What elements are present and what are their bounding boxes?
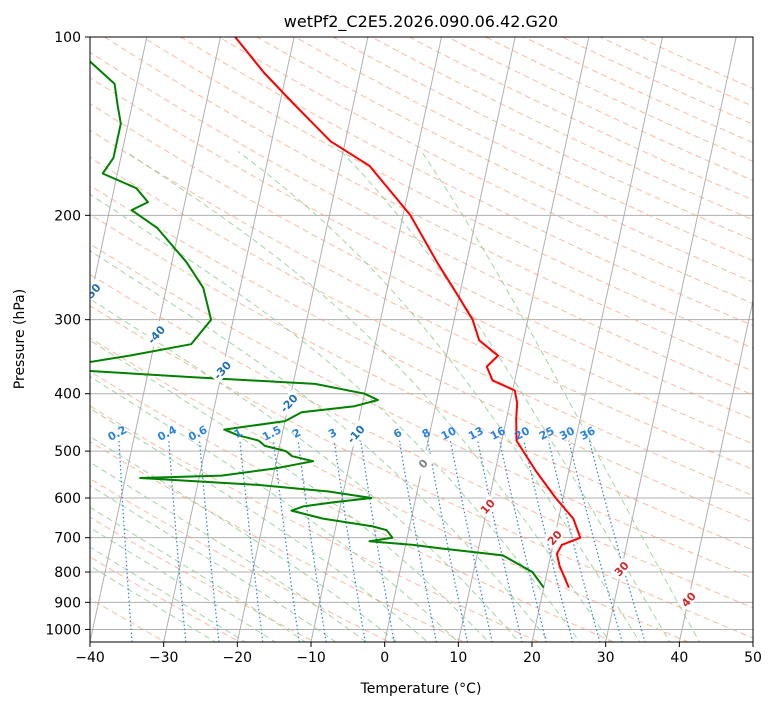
dry-adiabat: [256, 37, 753, 283]
x-tick-label: −40: [75, 650, 105, 666]
dry-adiabat: [522, 37, 753, 144]
mixing-ratio-label: 13: [466, 424, 486, 443]
y-tick-label: 800: [54, 565, 81, 581]
dry-adiabat: [90, 102, 753, 445]
chart-title: wetPf2_C2E5.2026.090.06.42.G20: [284, 12, 558, 32]
theta-e-label-bg: [476, 495, 499, 518]
dry-adiabat: [332, 37, 753, 241]
y-tick-label: 400: [54, 387, 81, 403]
dry-adiabat: [90, 370, 615, 642]
mixing-ratio-label: 30: [557, 424, 577, 443]
isotherm: [384, 37, 516, 642]
dewpoint-profile: [90, 60, 545, 589]
isotherm-label-bg: [209, 356, 235, 384]
isotherm-label-bg: [342, 420, 369, 448]
isotherm: [90, 37, 148, 303]
x-tick-label: 20: [523, 650, 541, 666]
dry-adiabat: [217, 37, 753, 305]
y-tick-label: 600: [54, 491, 81, 507]
moist-adiabat: [421, 151, 701, 642]
mixing-ratio-line: [547, 440, 601, 642]
moist-adiabat: [90, 250, 551, 642]
mixing-ratio-line: [588, 440, 646, 642]
x-tick-label: −10: [296, 650, 326, 666]
mixing-ratio-label: 10: [439, 424, 459, 443]
isotherm: [605, 37, 737, 642]
x-axis-label: Temperature (°C): [360, 681, 482, 697]
y-tick-label: 200: [54, 208, 81, 224]
dry-adiabat: [90, 213, 753, 551]
x-tick-label: 50: [744, 650, 762, 666]
mixing-ratio-line: [568, 440, 623, 642]
mixing-ratio-label: 36: [578, 424, 598, 443]
profiles: [90, 37, 582, 589]
theta-e-label-bg: [610, 557, 632, 580]
dry-adiabat: [484, 37, 753, 162]
mixing-ratio-label: 16: [488, 424, 508, 443]
x-tick-label: 10: [449, 650, 467, 666]
x-tick-label: −20: [223, 650, 253, 666]
isotherm-label-bg: [143, 321, 169, 348]
moist-adiabat: [90, 546, 247, 642]
moist-adiabat: [90, 298, 520, 642]
moist-adiabat: [125, 150, 611, 642]
dry-adiabat: [294, 37, 753, 262]
mixing-ratio-line: [523, 440, 574, 642]
theta-e-label-bg: [543, 526, 565, 549]
y-tick-label: 700: [54, 531, 81, 547]
moist-adiabat: [90, 506, 307, 642]
y-tick-label: 900: [54, 595, 81, 611]
moist-adiabat: [90, 193, 581, 642]
y-tick-label: 500: [54, 444, 81, 460]
x-tick-label: 0: [380, 650, 389, 666]
isotherm: [457, 37, 590, 642]
dry-adiabat: [90, 405, 540, 642]
dry-adiabat: [446, 37, 753, 182]
x-tick-label: 40: [670, 650, 688, 666]
dry-adiabat: [90, 156, 753, 497]
mixing-ratio-line: [398, 440, 438, 642]
dry-adiabat: [90, 441, 466, 642]
y-tick-label: 1000: [45, 622, 81, 638]
isotherm: [531, 37, 664, 642]
dry-adiabat: [90, 337, 690, 642]
moist-adiabat: [90, 527, 277, 642]
dry-adiabat: [90, 243, 753, 580]
isotherm: [678, 298, 753, 642]
isotherm-label-bg: [275, 389, 302, 417]
temperature-profile: [234, 37, 582, 588]
moist-adiabat: [90, 407, 429, 642]
moist-adiabat: [237, 151, 641, 642]
isotherm-label-bg: [90, 278, 105, 306]
y-axis-label: Pressure (hPa): [12, 289, 28, 389]
mixing-ratio-line: [477, 440, 523, 642]
isotherm: [236, 37, 369, 642]
mixing-ratio-line: [333, 440, 366, 642]
mixing-ratio-label: 25: [537, 424, 557, 443]
mixing-ratio-line: [449, 440, 493, 642]
axes: −40 −30 −20 −10 0 10 20 30 40 50 100 200 300 400 500 60…: [45, 30, 762, 666]
dry-adiabat: [90, 184, 753, 523]
x-tick-label: −30: [149, 650, 179, 666]
x-tick-label: 30: [597, 650, 615, 666]
background-lines: [90, 37, 753, 642]
mixing-ratio-line: [499, 440, 547, 642]
mixing-ratio-line: [360, 440, 395, 642]
dry-adiabat: [90, 516, 316, 642]
plot-frame: [89, 36, 754, 643]
isotherm: [163, 37, 295, 642]
dry-adiabat: [90, 129, 753, 471]
y-tick-label: 100: [54, 30, 81, 46]
dry-adiabat: [90, 77, 753, 420]
y-tick-label: 300: [54, 313, 81, 329]
mixing-ratio-label: 20: [512, 424, 532, 443]
theta-e-label-bg: [677, 588, 699, 611]
isotherm: [310, 37, 443, 642]
dry-adiabat: [179, 37, 753, 327]
isotherm-label-bg: [409, 450, 436, 477]
mixing-ratio-line: [427, 440, 469, 642]
